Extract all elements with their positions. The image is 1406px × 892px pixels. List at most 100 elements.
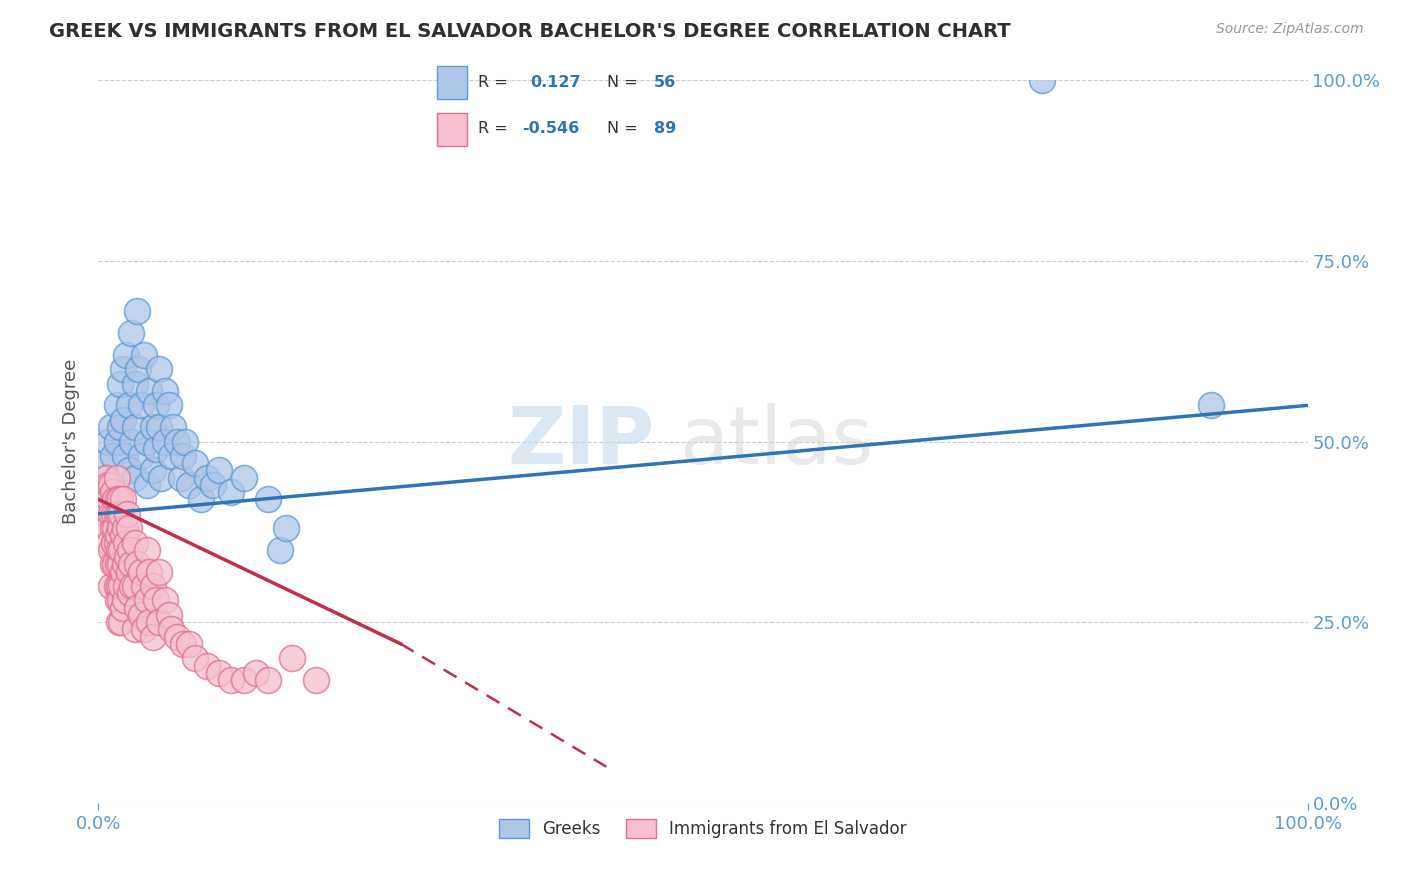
Point — [115, 579, 138, 593]
Point — [135, 434, 157, 449]
Point — [121, 579, 143, 593]
Point — [281, 651, 304, 665]
Point — [97, 521, 120, 535]
Point — [124, 579, 146, 593]
Point — [195, 470, 218, 484]
Point — [148, 362, 170, 376]
Point — [274, 521, 297, 535]
Point — [98, 535, 121, 549]
Point — [134, 579, 156, 593]
Point — [305, 673, 328, 687]
Point — [142, 420, 165, 434]
FancyBboxPatch shape — [437, 113, 467, 145]
Point — [110, 507, 132, 521]
Point — [114, 521, 136, 535]
Point — [114, 449, 136, 463]
Point — [108, 507, 131, 521]
Point — [101, 449, 124, 463]
Point — [134, 348, 156, 362]
Point — [93, 456, 115, 470]
Point — [157, 398, 180, 412]
Point — [108, 593, 131, 607]
Point — [138, 615, 160, 630]
Point — [111, 528, 134, 542]
Point — [153, 434, 176, 449]
Point — [142, 630, 165, 644]
Point — [105, 579, 128, 593]
Point — [111, 565, 134, 579]
Point — [104, 521, 127, 535]
Point — [184, 651, 207, 665]
Point — [111, 600, 134, 615]
FancyBboxPatch shape — [437, 66, 467, 99]
Point — [101, 485, 124, 500]
Point — [179, 478, 201, 492]
Point — [105, 507, 128, 521]
Point — [118, 463, 141, 477]
Point — [148, 615, 170, 630]
Point — [184, 456, 207, 470]
Point — [208, 463, 231, 477]
Point — [108, 558, 131, 572]
Point — [129, 607, 152, 622]
Point — [169, 470, 191, 484]
Point — [208, 665, 231, 680]
Point — [232, 470, 254, 484]
Point — [107, 558, 129, 572]
Point — [114, 593, 136, 607]
Text: -0.546: -0.546 — [522, 121, 579, 136]
Point — [108, 376, 131, 391]
Point — [108, 542, 131, 557]
Point — [103, 535, 125, 549]
Point — [107, 528, 129, 542]
Point — [98, 492, 121, 507]
Point — [232, 673, 254, 687]
Point — [148, 565, 170, 579]
Text: N =: N = — [607, 75, 638, 90]
Text: R =: R = — [478, 121, 508, 136]
Text: R =: R = — [478, 75, 508, 90]
Point — [100, 420, 122, 434]
Point — [179, 637, 201, 651]
Point — [256, 492, 278, 507]
Point — [97, 434, 120, 449]
Point — [129, 449, 152, 463]
Point — [1199, 398, 1222, 412]
Point — [111, 413, 134, 427]
Point — [190, 492, 212, 507]
Point — [135, 542, 157, 557]
Point — [105, 535, 128, 549]
Point — [105, 398, 128, 412]
Point — [117, 550, 139, 565]
Point — [108, 615, 131, 630]
Text: 0.127: 0.127 — [530, 75, 581, 90]
Point — [145, 593, 167, 607]
Point — [114, 558, 136, 572]
Point — [157, 607, 180, 622]
Point — [142, 463, 165, 477]
Point — [121, 434, 143, 449]
Point — [101, 521, 124, 535]
Point — [100, 507, 122, 521]
Point — [107, 492, 129, 507]
Point — [124, 623, 146, 637]
Text: 89: 89 — [654, 121, 676, 136]
Point — [174, 434, 197, 449]
Point — [172, 637, 194, 651]
Point — [129, 398, 152, 412]
Point — [101, 558, 124, 572]
Point — [118, 586, 141, 600]
Point — [135, 478, 157, 492]
Point — [127, 362, 149, 376]
Point — [118, 542, 141, 557]
Point — [269, 542, 291, 557]
Point — [153, 384, 176, 398]
Point — [120, 326, 142, 340]
Point — [110, 615, 132, 630]
Point — [172, 449, 194, 463]
Point — [104, 492, 127, 507]
Point — [195, 658, 218, 673]
Text: N =: N = — [607, 121, 638, 136]
Point — [94, 470, 117, 484]
Text: Source: ZipAtlas.com: Source: ZipAtlas.com — [1216, 22, 1364, 37]
